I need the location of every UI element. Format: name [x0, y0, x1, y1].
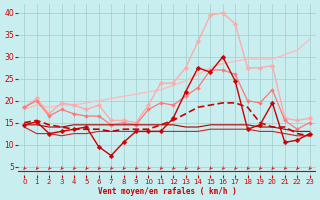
- X-axis label: Vent moyen/en rafales ( km/h ): Vent moyen/en rafales ( km/h ): [98, 187, 236, 196]
